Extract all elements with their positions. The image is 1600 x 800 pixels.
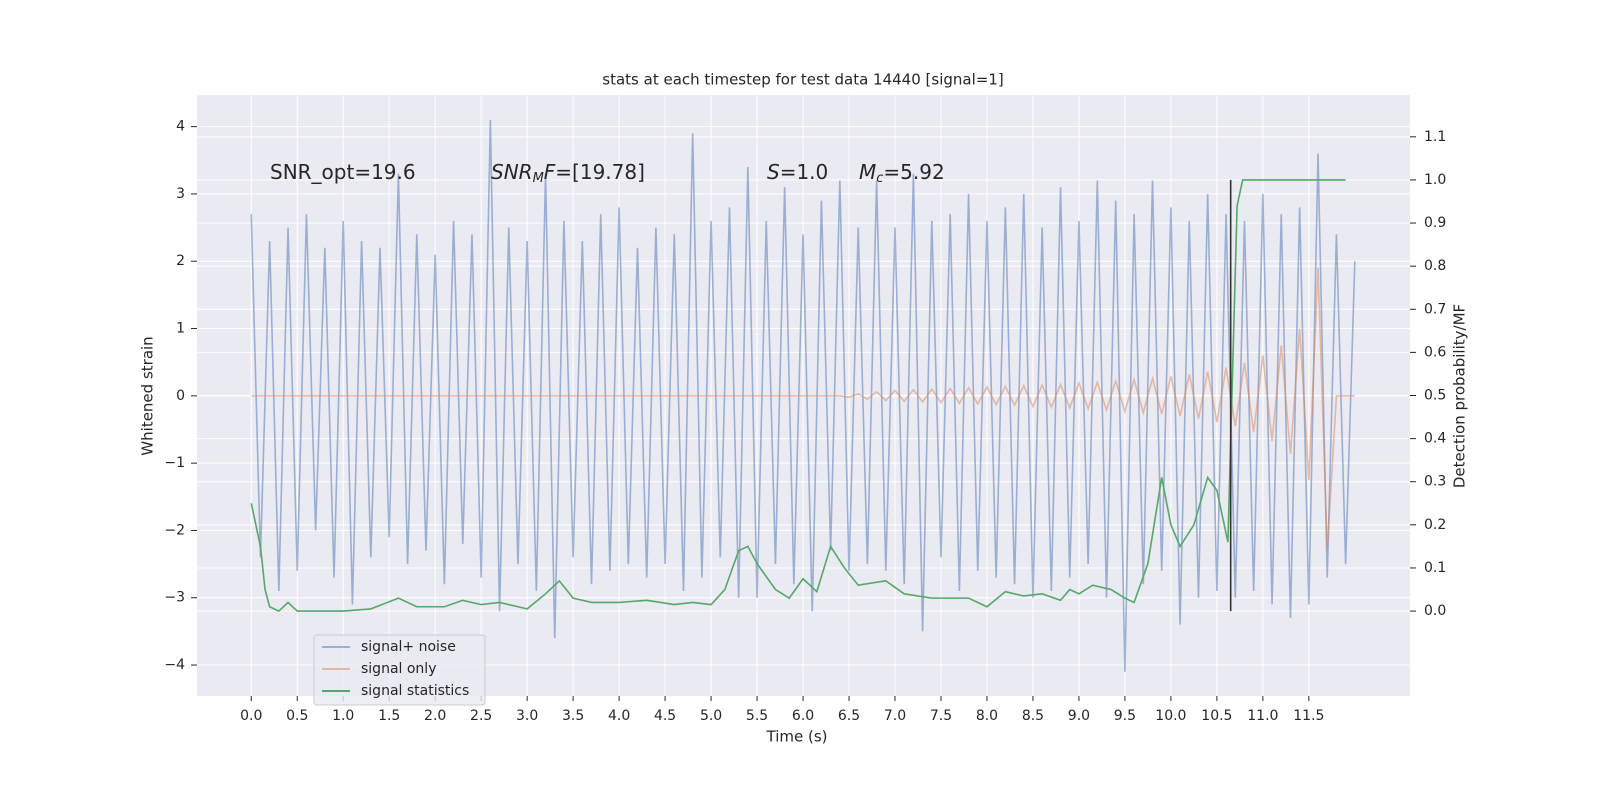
annotation: S=1.0 xyxy=(767,160,828,184)
annotation-part: S xyxy=(767,160,780,184)
y-tick-label: 4 xyxy=(176,119,185,135)
x-tick-label: 8.5 xyxy=(1022,708,1044,724)
y2-tick-label: 0.2 xyxy=(1424,517,1446,533)
x-axis-label: Time (s) xyxy=(766,728,828,746)
annotation-part: SNR_opt=19.6 xyxy=(270,160,416,184)
y2-tick-label: 0.5 xyxy=(1424,388,1446,404)
y-axis-label: Whitened strain xyxy=(139,336,157,455)
x-tick-label: 4.0 xyxy=(608,708,630,724)
series-line xyxy=(250,119,1356,672)
legend-label: signal+ noise xyxy=(361,639,456,655)
legend-box xyxy=(313,634,486,706)
annotation: SNRMF=[19.78] xyxy=(491,160,645,186)
x-tick-label: 6.5 xyxy=(838,708,860,724)
y-tick-label: −2 xyxy=(164,522,185,538)
y-tick-label: 3 xyxy=(176,186,185,202)
y2-tick-label: 0.4 xyxy=(1424,431,1446,447)
chart-title: stats at each timestep for test data 144… xyxy=(602,71,1003,89)
y2-tick-label: 0.3 xyxy=(1424,474,1446,490)
annotation-part: =5.92 xyxy=(883,160,944,184)
annotation-part: F xyxy=(544,160,556,184)
x-tick-label: 11.0 xyxy=(1247,708,1278,724)
x-tick-label: 0.5 xyxy=(286,708,308,724)
annotation-part: SNR xyxy=(491,160,533,184)
series-line xyxy=(251,267,1355,551)
annotation-part: =1.0 xyxy=(780,160,829,184)
y-tick-label: −4 xyxy=(164,657,185,673)
x-tick-label: 9.5 xyxy=(1114,708,1136,724)
y-tick-label: 2 xyxy=(176,253,185,269)
x-tick-label: 1.0 xyxy=(332,708,354,724)
annotation-part: =[19.78] xyxy=(555,160,645,184)
y2-tick-label: 0.0 xyxy=(1424,603,1446,619)
x-tick-label: 1.5 xyxy=(378,708,400,724)
y-tick-label: 0 xyxy=(176,388,185,404)
y-tick-label: −3 xyxy=(164,590,185,606)
x-tick-label: 7.0 xyxy=(884,708,906,724)
annotation: SNR_opt=19.6 xyxy=(270,160,416,184)
x-tick-label: 10.5 xyxy=(1201,708,1232,724)
annotation: Mc=5.92 xyxy=(859,160,945,186)
annotation-part: c xyxy=(876,171,883,186)
x-tick-label: 9.0 xyxy=(1068,708,1090,724)
y2-tick-label: 0.6 xyxy=(1424,344,1446,360)
x-tick-label: 3.5 xyxy=(562,708,584,724)
x-tick-label: 2.5 xyxy=(470,708,492,724)
annotation-part: M xyxy=(533,171,544,186)
series-line xyxy=(250,179,1346,613)
x-tick-label: 2.0 xyxy=(424,708,446,724)
x-tick-label: 11.5 xyxy=(1293,708,1324,724)
x-tick-label: 8.0 xyxy=(976,708,998,724)
y2-tick-label: 1.1 xyxy=(1424,129,1446,145)
y2-tick-label: 1.0 xyxy=(1424,172,1446,188)
legend-label: signal only xyxy=(361,661,436,677)
legend-label: signal statistics xyxy=(361,683,469,699)
x-tick-label: 5.5 xyxy=(746,708,768,724)
annotation-part: M xyxy=(859,160,876,184)
x-tick-label: 3.0 xyxy=(516,708,538,724)
x-tick-label: 5.0 xyxy=(700,708,722,724)
y2-tick-label: 0.8 xyxy=(1424,258,1446,274)
x-tick-label: 0.0 xyxy=(240,708,262,724)
y2-tick-label: 0.7 xyxy=(1424,301,1446,317)
y-tick-label: −1 xyxy=(164,455,185,471)
y2-tick-label: 0.1 xyxy=(1424,560,1446,576)
x-tick-label: 4.5 xyxy=(654,708,676,724)
x-tick-label: 7.5 xyxy=(930,708,952,724)
x-tick-label: 6.0 xyxy=(792,708,814,724)
y2-axis-label: Detection probability/MF xyxy=(1451,304,1469,488)
y-tick-label: 1 xyxy=(176,321,185,337)
x-tick-label: 10.0 xyxy=(1155,708,1186,724)
y2-tick-label: 0.9 xyxy=(1424,215,1446,231)
